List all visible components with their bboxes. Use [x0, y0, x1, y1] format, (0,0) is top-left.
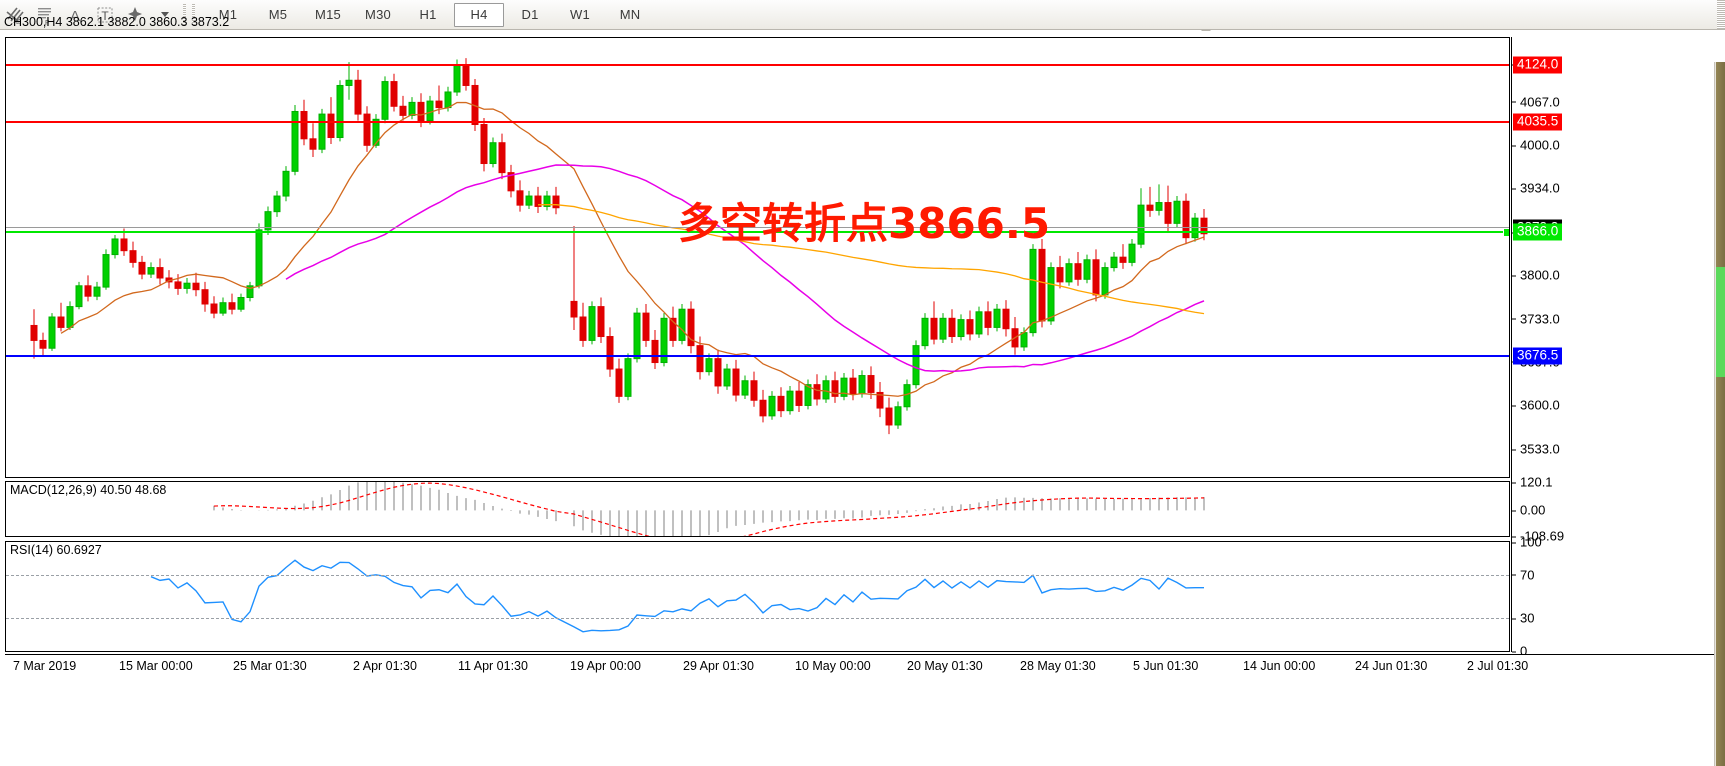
price-label-resistance[interactable]: 4035.5	[1513, 113, 1563, 131]
timeframe-m30[interactable]: M30	[365, 7, 391, 22]
main-toolbar: E F A T	[0, 0, 1725, 35]
toolbar-left-group: E F A T	[0, 0, 654, 29]
time-tick: 24 Jun 01:30	[1355, 659, 1428, 673]
time-tick: 20 May 01:30	[907, 659, 983, 673]
objects-dropdown-icon[interactable]	[150, 1, 180, 29]
timeframe-h4[interactable]: H4	[454, 2, 504, 27]
price-scale[interactable]: 4124.0 4067.0 4000.0 3934.0 3866.0 3800.0 3733…	[1511, 37, 1717, 659]
time-tick: 14 Jun 00:00	[1243, 659, 1316, 673]
scrollbar-thumb[interactable]	[1716, 267, 1725, 377]
timeframe-m5[interactable]: M5	[268, 7, 288, 22]
macd-header: MACD(12,26,9) 40.50 48.68	[10, 483, 167, 497]
rsi-series-svg	[150, 559, 1204, 633]
toolbar-right-grip[interactable]	[1717, 0, 1725, 29]
scrollbar-track[interactable]	[1716, 62, 1725, 766]
timeframe-m15[interactable]: M15	[315, 7, 341, 22]
macd-panel[interactable]: MACD(12,26,9) 40.50 48.68	[5, 481, 1510, 537]
time-tick: 2 Apr 01:30	[353, 659, 417, 673]
crosshair-expert-icon[interactable]: E	[0, 1, 30, 29]
price-tick: 3600.0	[1512, 398, 1560, 413]
price-level-line[interactable]	[6, 63, 1509, 66]
time-tick: 7 Mar 2019	[13, 659, 77, 673]
price-tick: 3733.0	[1512, 311, 1560, 326]
macd-plot[interactable]	[6, 482, 1509, 536]
timeframe-w1[interactable]: W1	[570, 7, 590, 22]
time-tick: 10 May 00:00	[795, 659, 871, 673]
price-level-line[interactable]	[6, 121, 1509, 124]
time-tick: 29 Apr 01:30	[683, 659, 754, 673]
price-tick: 3934.0	[1512, 181, 1560, 196]
price-tick: 4000.0	[1512, 138, 1560, 153]
grid-indicator-icon[interactable]: F	[30, 1, 60, 29]
rsi-oversold-line	[6, 618, 1509, 620]
time-axis[interactable]: 7 Mar 2019 15 Mar 00:00 25 Mar 01:30 2 Apr …	[5, 654, 1717, 681]
price-panel[interactable]: 多空转折点3866.5	[5, 37, 1510, 478]
time-tick: 19 Apr 00:00	[570, 659, 641, 673]
rsi-panel[interactable]: RSI(14) 60.6927	[5, 541, 1510, 652]
text-object-icon[interactable]: T	[90, 1, 120, 29]
svg-text:F: F	[45, 20, 49, 26]
price-label-support[interactable]: 3676.5	[1513, 347, 1563, 365]
rsi-tick: 100	[1512, 535, 1542, 550]
rsi-header: RSI(14) 60.6927	[10, 543, 102, 557]
time-tick: 5 Jun 01:30	[1133, 659, 1199, 673]
rsi-tick: 70	[1512, 567, 1534, 582]
timeframe-group: M1 M5 M15 M30 H1 H4 D1 W1 MN	[204, 2, 654, 27]
rsi-plot[interactable]	[6, 542, 1509, 651]
text-label-icon[interactable]: A	[60, 1, 90, 29]
chart-area[interactable]: CH300,H4 3862.1 3882.0 3860.3 3873.2 多空转…	[0, 15, 1725, 766]
rsi-tick: 0	[1512, 644, 1527, 659]
svg-text:A: A	[70, 8, 80, 25]
timeframe-m1[interactable]: M1	[218, 7, 238, 22]
vertical-scrollbar[interactable]	[1714, 62, 1725, 766]
time-tick: 2 Jul 01:30	[1467, 659, 1529, 673]
macd-tick: 0.00	[1512, 503, 1545, 518]
drawing-objects-icon[interactable]	[120, 1, 150, 29]
svg-text:E: E	[16, 19, 21, 26]
price-label-pivot[interactable]: 3866.0	[1513, 223, 1563, 241]
macd-tick: -108.69	[1512, 529, 1564, 544]
price-series-svg	[30, 58, 1208, 435]
price-level-line[interactable]	[6, 354, 1509, 357]
rsi-overbought-line	[6, 574, 1509, 576]
price-tick: 4067.0	[1512, 94, 1560, 109]
timeframe-h1[interactable]: H1	[419, 7, 437, 22]
time-tick: 11 Apr 01:30	[458, 659, 528, 673]
timeframe-mn[interactable]: MN	[619, 7, 641, 22]
pivot-line-handle[interactable]	[1503, 228, 1509, 238]
macd-tick: 120.1	[1512, 475, 1553, 490]
price-label-resistance[interactable]: 4124.0	[1513, 56, 1563, 74]
chart-annotation-text: 多空转折点3866.5	[678, 199, 1051, 248]
timeframe-grip[interactable]	[189, 2, 198, 28]
svg-text:T: T	[101, 9, 109, 23]
symbol-header: CH300,H4 3862.1 3882.0 3860.3 3873.2	[4, 15, 230, 29]
toolbar-divider	[180, 2, 189, 28]
price-level-line[interactable]	[6, 226, 1509, 228]
price-tick: 3800.0	[1512, 268, 1560, 283]
time-tick: 28 May 01:30	[1020, 659, 1096, 673]
rsi-tick: 30	[1512, 611, 1534, 626]
time-tick: 15 Mar 00:00	[119, 659, 193, 673]
price-plot[interactable]	[6, 38, 1509, 477]
price-level-line[interactable]	[6, 231, 1509, 234]
timeframe-d1[interactable]: D1	[521, 7, 539, 22]
time-tick: 25 Mar 01:30	[233, 659, 307, 673]
macd-series-svg	[213, 482, 1205, 536]
price-tick: 3533.0	[1512, 442, 1560, 457]
